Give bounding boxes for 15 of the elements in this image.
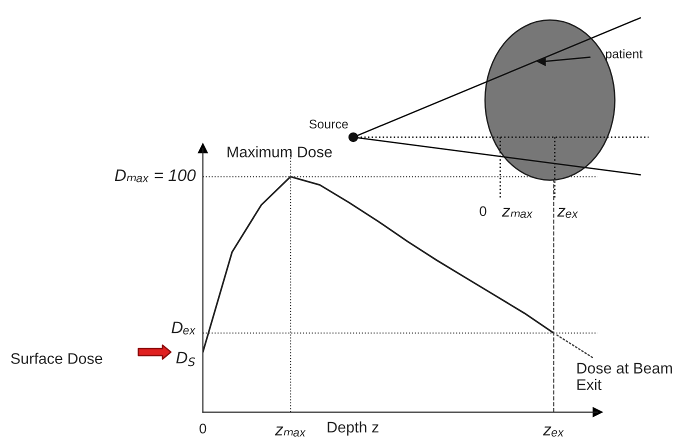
- text: Dₘₐₓ = 100: [114, 169, 196, 182]
- annotation: Dose at Beam Exit: [577, 362, 672, 390]
- annotation: zₘₐₓ: [502, 208, 533, 218]
- x-axis-title: Depth z: [328, 421, 378, 436]
- text: Surface Dose: [11, 352, 102, 364]
- text: Source: [309, 120, 348, 129]
- annotation: zₑₓ: [557, 208, 578, 218]
- text: zₑₓ: [543, 426, 564, 437]
- text: Dₑₓ: [172, 322, 196, 334]
- annotation: 0: [480, 206, 486, 216]
- text: Maximum Dose: [228, 146, 332, 158]
- text: patient: [606, 49, 643, 61]
- text: D$_{S}$: [176, 352, 195, 366]
- text: zₘₐₓ: [274, 426, 306, 437]
- text: 0: [200, 424, 206, 434]
